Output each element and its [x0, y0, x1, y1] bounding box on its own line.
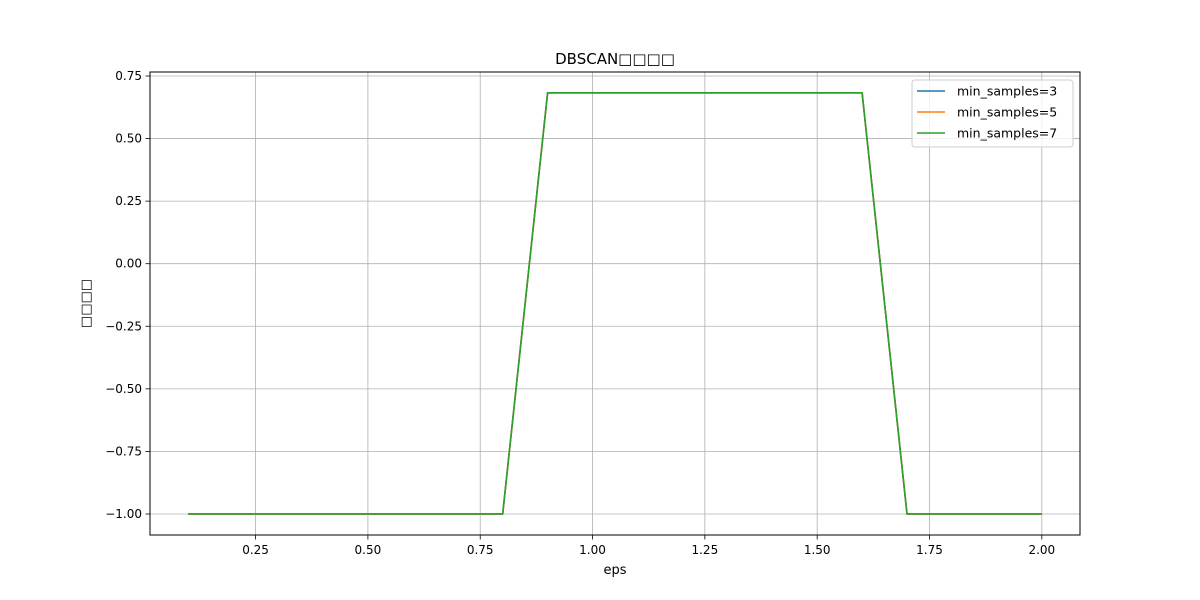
series-line-3: [188, 91, 1042, 515]
y-tick-label: 0.25: [115, 194, 142, 208]
axis-ticks: 0.25 0.50 0.75 1.00 1.25 1.50 1.75 2.00 −1.00 −0.…: [105, 69, 1055, 557]
plot-frame: [149, 71, 1081, 536]
legend: min_samples=3 min_samples=5 min_samples=7: [911, 79, 1074, 148]
y-tick-label: 0.75: [115, 69, 142, 83]
y-tick-label: −0.50: [105, 382, 142, 396]
x-tick-label: 2.00: [1028, 543, 1055, 557]
x-axis-label: eps: [603, 563, 626, 578]
legend-box: [911, 79, 1074, 148]
y-tick-label: 0.50: [115, 132, 142, 146]
series-lines: [188, 91, 1042, 515]
x-tick-label: 0.75: [467, 543, 494, 557]
x-tick-label: 1.25: [691, 543, 718, 557]
x-tick-label: 1.00: [579, 543, 606, 557]
legend-label: min_samples=7: [957, 126, 1057, 141]
x-tick-label: 0.50: [355, 543, 382, 557]
y-tick-label: −0.25: [105, 319, 142, 333]
chart-title: DBSCAN□□□□: [555, 50, 675, 68]
legend-label: min_samples=3: [957, 84, 1057, 99]
x-tick-label: 1.75: [916, 543, 943, 557]
y-tick-label: −1.00: [105, 507, 142, 521]
legend-label: min_samples=5: [957, 105, 1057, 120]
x-tick-label: 1.50: [804, 543, 831, 557]
y-tick-label: −0.75: [105, 444, 142, 458]
y-tick-label: 0.00: [115, 257, 142, 271]
x-tick-label: 0.25: [242, 543, 269, 557]
y-axis-label: □□□□: [79, 279, 94, 328]
